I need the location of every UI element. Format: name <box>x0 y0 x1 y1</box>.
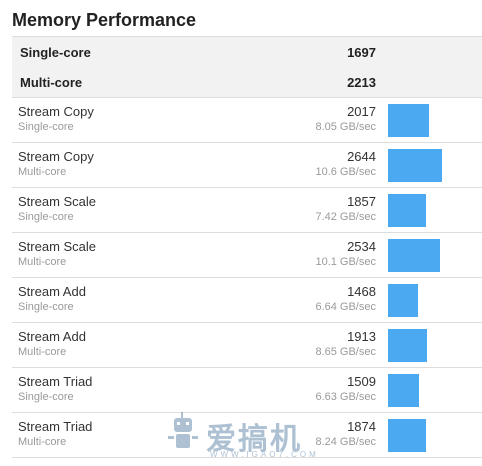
benchmark-rate: 8.24 GB/sec <box>315 436 376 448</box>
benchmark-score: 2017 <box>347 104 376 119</box>
benchmark-rate: 6.64 GB/sec <box>315 301 376 313</box>
benchmark-rate: 10.6 GB/sec <box>315 166 376 178</box>
table-row: Stream Triad Multi-core 1874 8.24 GB/sec <box>12 413 482 458</box>
benchmark-name: Stream Copy <box>18 149 94 164</box>
benchmark-score: 1857 <box>347 194 376 209</box>
score-bar <box>388 194 426 227</box>
benchmark-score: 1874 <box>347 419 376 434</box>
table-row: Stream Scale Single-core 1857 7.42 GB/se… <box>12 188 482 233</box>
benchmark-score: 1913 <box>347 329 376 344</box>
score-bar <box>388 239 440 272</box>
benchmark-mode: Single-core <box>18 121 74 133</box>
benchmark-mode: Single-core <box>18 391 74 403</box>
benchmark-name: Stream Triad <box>18 419 93 434</box>
table-row: Stream Add Multi-core 1913 8.65 GB/sec <box>12 323 482 368</box>
score-bar <box>388 104 429 137</box>
benchmark-score: 1509 <box>347 374 376 389</box>
score-bar <box>388 149 442 182</box>
benchmark-rate: 6.63 GB/sec <box>315 391 376 403</box>
benchmark-table: Stream Copy Single-core 2017 8.05 GB/sec… <box>12 98 482 458</box>
score-bar <box>388 284 418 317</box>
summary-row-multi-core: Multi-core 2213 <box>12 67 482 97</box>
benchmark-mode: Multi-core <box>18 436 67 448</box>
summary-row-single-core: Single-core 1697 <box>12 37 482 67</box>
benchmark-mode: Multi-core <box>18 166 67 178</box>
benchmark-name: Stream Scale <box>18 239 97 254</box>
benchmark-name: Stream Add <box>18 329 86 344</box>
score-bar <box>388 374 419 407</box>
table-row: Stream Copy Multi-core 2644 10.6 GB/sec <box>12 143 482 188</box>
benchmark-rate: 8.05 GB/sec <box>315 121 376 133</box>
benchmark-name: Stream Add <box>18 284 86 299</box>
table-row: Stream Triad Single-core 1509 6.63 GB/se… <box>12 368 482 413</box>
benchmark-name: Stream Scale <box>18 194 97 209</box>
benchmark-score: 1468 <box>347 284 376 299</box>
summary-label: Single-core <box>20 45 91 60</box>
benchmark-score: 2644 <box>347 149 376 164</box>
summary-label: Multi-core <box>20 75 83 90</box>
benchmark-score: 2534 <box>347 239 376 254</box>
table-row: Stream Add Single-core 1468 6.64 GB/sec <box>12 278 482 323</box>
benchmark-rate: 10.1 GB/sec <box>315 256 376 268</box>
benchmark-mode: Multi-core <box>18 256 67 268</box>
table-row: Stream Scale Multi-core 2534 10.1 GB/sec <box>12 233 482 278</box>
benchmark-name: Stream Copy <box>18 104 94 119</box>
score-bar <box>388 329 427 362</box>
benchmark-rate: 8.65 GB/sec <box>315 346 376 358</box>
benchmark-rate: 7.42 GB/sec <box>315 211 376 223</box>
benchmark-mode: Single-core <box>18 211 74 223</box>
summary-score: 1697 <box>347 45 376 60</box>
benchmark-name: Stream Triad <box>18 374 93 389</box>
summary-table: Single-core 1697 Multi-core 2213 <box>12 36 482 98</box>
table-row: Stream Copy Single-core 2017 8.05 GB/sec <box>12 98 482 143</box>
score-bar <box>388 419 426 452</box>
summary-score: 2213 <box>347 75 376 90</box>
benchmark-mode: Single-core <box>18 301 74 313</box>
page-title: Memory Performance <box>12 10 197 30</box>
benchmark-mode: Multi-core <box>18 346 67 358</box>
